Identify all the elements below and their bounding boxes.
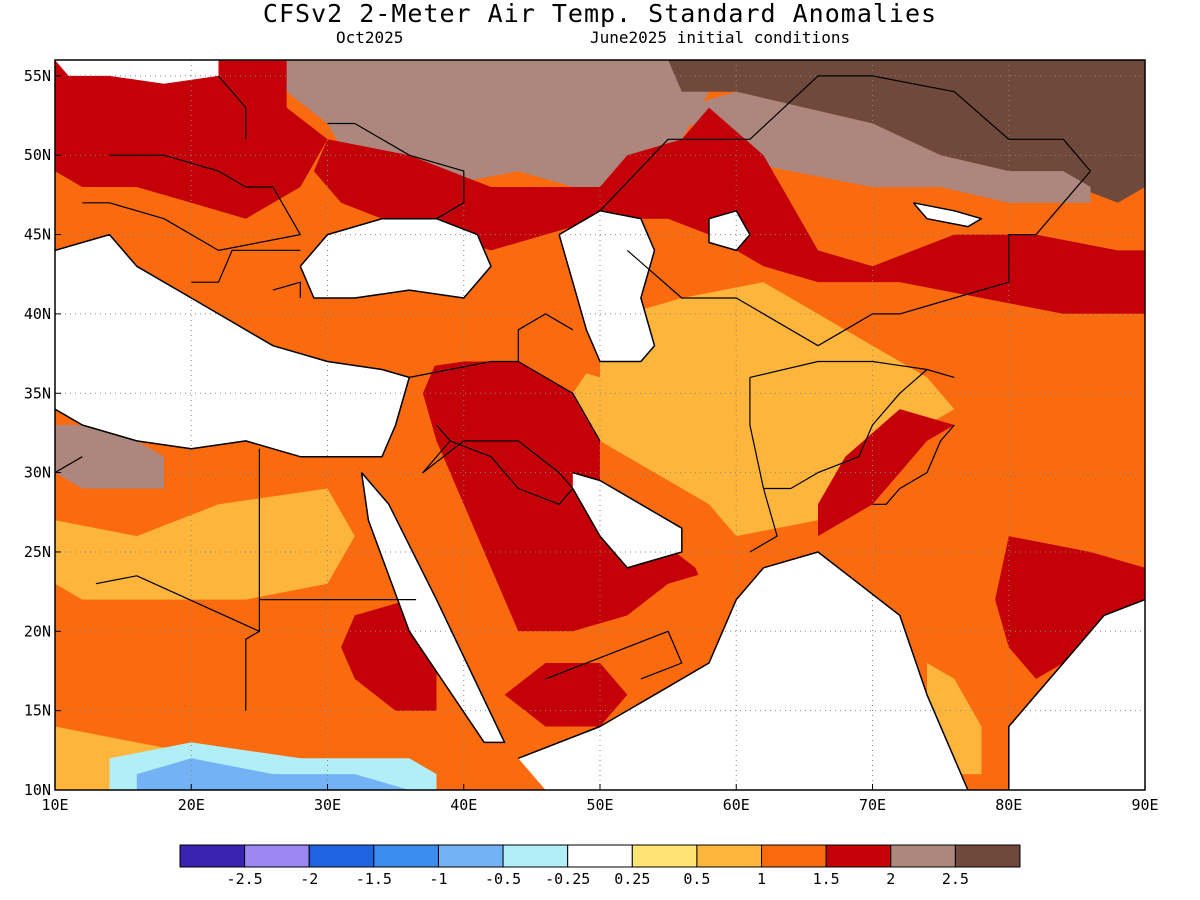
border-4 — [395, 360, 601, 442]
colorbar-swatch-4 — [437, 844, 504, 868]
lon-tick-label-0: 10E — [41, 796, 68, 814]
colorbar-swatch-9 — [761, 844, 827, 868]
water-body-1 — [300, 218, 491, 298]
colorbar-swatch-6 — [567, 844, 633, 868]
anomaly-region-1 — [668, 60, 1145, 203]
colorbar-label-10: 2 — [886, 870, 895, 888]
lon-tick-label-2: 30E — [314, 796, 341, 814]
colorbar-swatch-2 — [308, 844, 375, 868]
anomaly-fill-layer — [55, 60, 1145, 790]
lat-tick-label-2: 20N — [24, 622, 51, 640]
lon-tick-label-4: 50E — [586, 796, 613, 814]
colorbar-label-3: -1 — [429, 870, 447, 888]
border-19 — [272, 281, 301, 298]
colorbar-label-4: -0.5 — [485, 870, 521, 888]
water-body-3 — [361, 472, 505, 743]
colorbar-label-2: -1.5 — [356, 870, 392, 888]
lat-tick-label-9: 55N — [24, 67, 51, 85]
border-11 — [872, 424, 955, 505]
coastline-3 — [360, 472, 506, 744]
water-body-4 — [572, 472, 682, 568]
border-9 — [749, 360, 928, 378]
border-18 — [191, 249, 301, 283]
valid-month-label: Oct2025 — [336, 28, 404, 47]
coastline-6 — [1008, 598, 1145, 790]
water-body-2 — [559, 210, 655, 362]
colorbar-label-1: -2 — [300, 870, 318, 888]
colorbar-label-5: -0.25 — [545, 870, 590, 888]
colorbar: -2.5 -2 -1.5 -1 -0.5 -0.25 0.25 0.5 1 1.5 2 2.5 — [179, 844, 1021, 888]
colorbar-swatch-0 — [179, 844, 246, 868]
water-body-0 — [55, 234, 410, 457]
coastline-8 — [912, 202, 983, 228]
anomaly-region-4 — [313, 107, 1145, 314]
lat-tick-label-6: 40N — [24, 305, 51, 323]
initial-conditions-label: June2025 initial conditions — [590, 28, 851, 47]
water-body-5 — [518, 552, 968, 790]
gridlines — [55, 60, 1145, 790]
coastline-2 — [558, 210, 656, 363]
border-7 — [517, 313, 574, 362]
border-16 — [218, 75, 247, 140]
water-body-9 — [913, 202, 982, 227]
axis-labels: 10E 20E 30E 40E 50E 60E 70E 80E 90E 10N 15N 20N 25N 3… — [24, 67, 1159, 814]
colorbar-swatch-7 — [631, 844, 698, 868]
colorbar-swatch-12 — [954, 844, 1021, 868]
border-6 — [449, 440, 574, 505]
anomaly-region-19 — [995, 536, 1145, 679]
border-2 — [95, 575, 260, 632]
lon-tick-label-8: 90E — [1131, 796, 1158, 814]
lat-tick-label-7: 45N — [24, 226, 51, 244]
coastline-4 — [572, 471, 683, 569]
water-body-7 — [55, 60, 219, 84]
border-12 — [545, 630, 683, 680]
colorbar-swatch-8 — [696, 844, 763, 868]
border-15 — [82, 154, 301, 251]
lat-tick-label-0: 10N — [24, 781, 51, 799]
coastlines — [55, 75, 1145, 790]
anomaly-region-2 — [681, 91, 1091, 203]
anomaly-region-12 — [55, 488, 355, 600]
coastline-7 — [708, 210, 751, 252]
water-body-8 — [709, 210, 750, 251]
lon-tick-label-5: 60E — [723, 796, 750, 814]
colorbar-swatch-10 — [825, 844, 892, 868]
anomaly-region-3 — [55, 60, 328, 219]
colorbar-swatch-1 — [244, 844, 310, 868]
lon-tick-label-6: 70E — [859, 796, 886, 814]
lat-tick-label-5: 35N — [24, 384, 51, 402]
colorbar-label-11: 2.5 — [942, 870, 969, 888]
coastline-1 — [299, 217, 492, 299]
lat-tick-label-1: 15N — [24, 702, 51, 720]
lon-tick-label-3: 40E — [450, 796, 477, 814]
anomaly-region-20 — [818, 409, 955, 537]
border-10 — [763, 368, 955, 490]
colorbar-label-7: 0.5 — [683, 870, 710, 888]
colorbar-label-6: 0.25 — [614, 870, 650, 888]
chart-title: CFSv2 2-Meter Air Temp. Standard Anomali… — [262, 0, 938, 28]
border-17 — [327, 122, 465, 220]
lat-tick-label-3: 25N — [24, 543, 51, 561]
colorbar-label-8: 1 — [757, 870, 766, 888]
water-body-6 — [1008, 599, 1145, 790]
border-13 — [626, 170, 1091, 347]
lat-tick-label-8: 50N — [24, 146, 51, 164]
colorbar-label-0: -2.5 — [227, 870, 263, 888]
colorbar-swatch-3 — [373, 844, 439, 868]
border-3 — [55, 456, 83, 474]
coastline-5 — [518, 551, 969, 790]
lat-tick-label-4: 30N — [24, 464, 51, 482]
lon-tick-label-1: 20E — [178, 796, 205, 814]
colorbar-label-9: 1.5 — [813, 870, 840, 888]
border-14 — [599, 75, 1091, 212]
lon-tick-label-7: 80E — [995, 796, 1022, 814]
anomaly-region-17 — [136, 758, 410, 790]
colorbar-swatch-11 — [890, 844, 956, 868]
colorbar-swatch-5 — [502, 844, 569, 868]
